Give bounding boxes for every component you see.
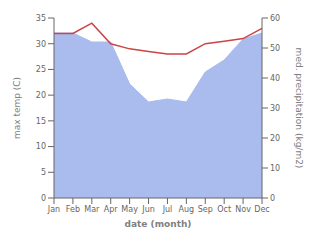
svg-text:30: 30	[270, 104, 280, 113]
svg-text:0: 0	[270, 194, 275, 203]
svg-text:35: 35	[36, 14, 46, 23]
svg-text:20: 20	[36, 91, 46, 100]
svg-text:40: 40	[270, 74, 280, 83]
svg-text:max temp (C): max temp (C)	[12, 77, 22, 139]
svg-text:Jul: Jul	[162, 205, 173, 214]
svg-text:20: 20	[270, 134, 280, 143]
svg-text:Apr: Apr	[104, 205, 119, 214]
svg-text:5: 5	[41, 168, 46, 177]
svg-text:25: 25	[36, 65, 46, 74]
svg-text:10: 10	[270, 164, 280, 173]
svg-text:Mar: Mar	[84, 205, 100, 214]
svg-text:date (month): date (month)	[125, 219, 192, 229]
svg-text:Sep: Sep	[198, 205, 213, 214]
svg-text:15: 15	[36, 117, 46, 126]
svg-text:May: May	[121, 205, 138, 214]
svg-text:30: 30	[36, 40, 46, 49]
svg-text:Aug: Aug	[179, 205, 195, 214]
svg-text:Nov: Nov	[235, 205, 251, 214]
svg-text:Dec: Dec	[254, 205, 269, 214]
svg-text:10: 10	[36, 142, 46, 151]
svg-text:50: 50	[270, 44, 280, 53]
svg-text:med. precipitation (kg/m2): med. precipitation (kg/m2)	[294, 48, 304, 169]
svg-text:60: 60	[270, 14, 280, 23]
svg-text:Oct: Oct	[217, 205, 231, 214]
svg-text:Jan: Jan	[47, 205, 60, 214]
svg-text:0: 0	[41, 194, 46, 203]
svg-text:Feb: Feb	[66, 205, 80, 214]
svg-text:Jun: Jun	[141, 205, 155, 214]
